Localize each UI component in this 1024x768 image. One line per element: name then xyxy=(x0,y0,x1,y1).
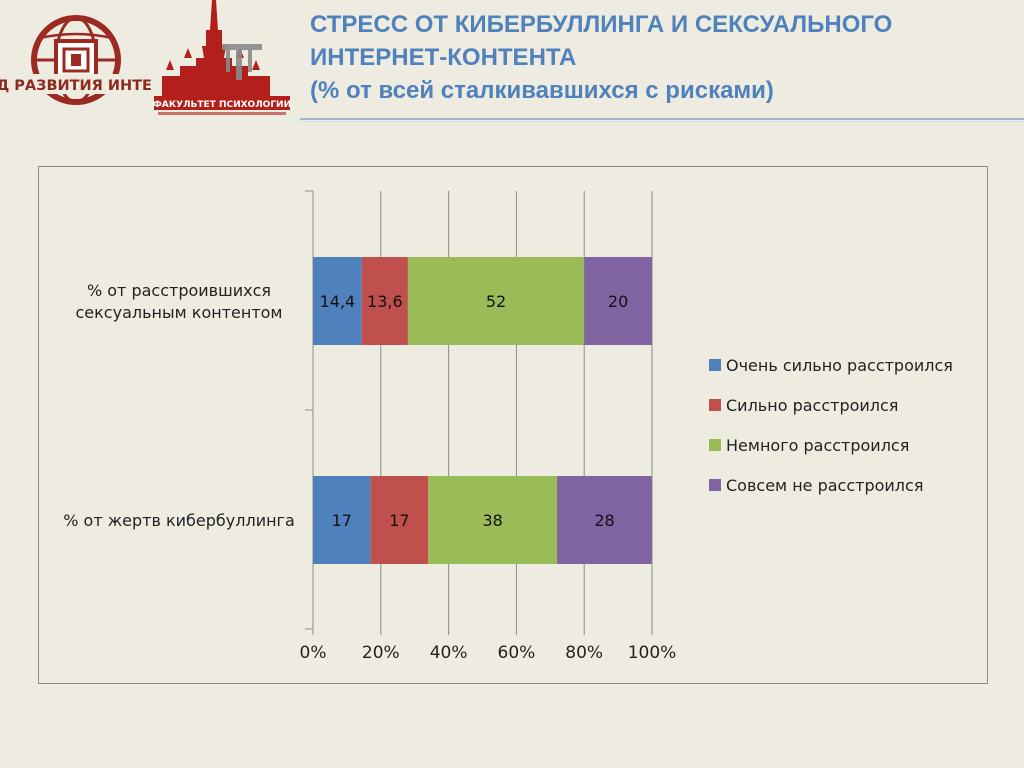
x-tick-label: 40% xyxy=(430,643,468,663)
legend-swatch xyxy=(709,439,721,451)
fund-logo: ФОНД РАЗВИТИЯ ИНТЕРНЕТ xyxy=(0,10,195,120)
bar-segment xyxy=(313,257,362,345)
bar-data-label: 13,6 xyxy=(367,292,403,311)
x-tick-label: 0% xyxy=(300,643,327,663)
x-tick-label: 60% xyxy=(498,643,536,663)
legend-swatch xyxy=(709,479,721,491)
legend-swatch xyxy=(709,359,721,371)
x-tick-label: 80% xyxy=(565,643,603,663)
bar-data-label: 38 xyxy=(482,511,502,530)
bar-data-label: 17 xyxy=(389,511,409,530)
bar-segment xyxy=(370,476,429,564)
legend-label: Немного расстроился xyxy=(726,436,909,455)
svg-text:ФОНД РАЗВИТИЯ ИНТЕРНЕТ: ФОНД РАЗВИТИЯ ИНТЕРНЕТ xyxy=(0,78,152,94)
bar-data-label: 20 xyxy=(608,292,628,311)
x-tick-label: 100% xyxy=(628,643,677,663)
slide-title: СТРЕСС ОТ КИБЕРБУЛЛИНГА И СЕКСУАЛЬНОГО И… xyxy=(310,8,1010,107)
bar-segment xyxy=(557,476,652,564)
bar-data-label: 28 xyxy=(594,511,614,530)
bar-segment xyxy=(313,476,371,564)
bar-segment xyxy=(428,476,558,564)
legend-swatch xyxy=(709,399,721,411)
bar-segment xyxy=(584,257,652,345)
psychology-faculty-logo: ФАКУЛЬТЕТ ПСИХОЛОГИИ xyxy=(152,0,292,118)
stacked-bar-chart: 0% 20% 40% 60% 80% 100% 14,4 13,6 52 20 % от расст… xyxy=(63,190,953,663)
title-line-1: СТРЕСС ОТ КИБЕРБУЛЛИНГА И СЕКСУАЛЬНОГО xyxy=(310,11,893,38)
bar-data-label: 17 xyxy=(332,511,352,530)
category-label: % от жертв кибербуллинга xyxy=(63,511,295,530)
legend-label: Совсем не расстроился xyxy=(726,476,923,495)
title-line-2: ИНТЕРНЕТ-КОНТЕНТА xyxy=(310,44,577,71)
header-divider xyxy=(300,118,1024,120)
title-line-3: (% от всей сталкивавшихся с рисками) xyxy=(310,77,774,104)
bar-data-label: 14,4 xyxy=(320,292,356,311)
x-tick-label: 20% xyxy=(362,643,400,663)
header-divider-shadow xyxy=(300,121,1024,122)
legend-label: Очень сильно расстроился xyxy=(726,356,953,375)
category-label: сексуальным контентом xyxy=(76,303,283,322)
legend-label: Сильно расстроился xyxy=(726,396,898,415)
bar-segment xyxy=(361,257,408,345)
bar-data-label: 52 xyxy=(486,292,506,311)
svg-text:ФАКУЛЬТЕТ ПСИХОЛОГИИ: ФАКУЛЬТЕТ ПСИХОЛОГИИ xyxy=(153,100,291,110)
chart-panel: 0% 20% 40% 60% 80% 100% 14,4 13,6 52 20 % от расст… xyxy=(38,166,988,684)
category-label: % от расстроившихся xyxy=(87,281,271,300)
bar-segment xyxy=(407,257,585,345)
